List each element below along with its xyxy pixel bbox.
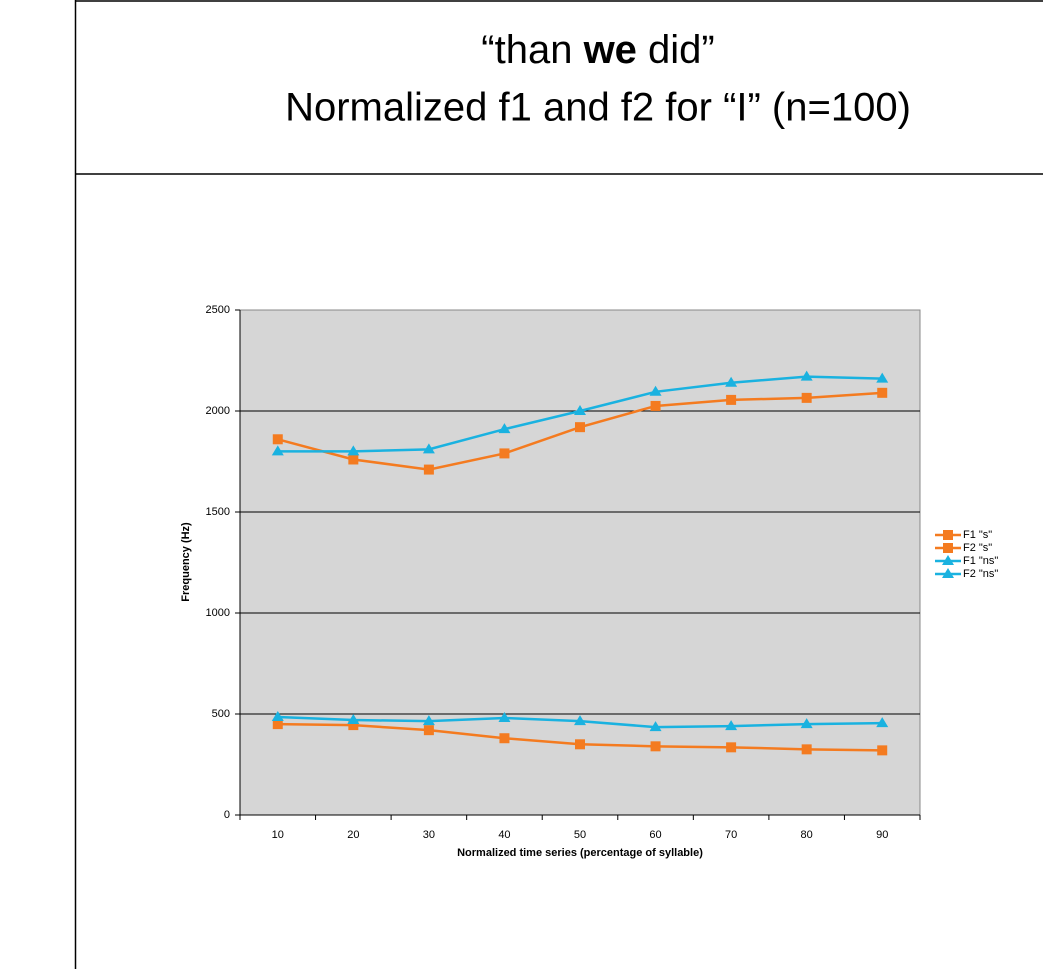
data-point: [726, 742, 737, 753]
legend-marker: [943, 530, 953, 540]
data-point: [272, 434, 283, 445]
data-point: [271, 711, 284, 722]
data-point: [271, 445, 284, 456]
data-point: [347, 445, 360, 456]
data-point: [650, 400, 661, 411]
data-point: [498, 423, 511, 434]
title-line-1: “than we did”: [481, 28, 714, 72]
data-point: [876, 717, 889, 728]
data-point: [272, 719, 283, 730]
data-point: [574, 715, 586, 726]
data-point: [801, 392, 812, 403]
data-point: [725, 720, 738, 731]
title-part: did”: [637, 28, 715, 72]
title-line-2: Normalized f1 and f2 for “I” (n=100): [285, 86, 911, 130]
y-tick-label: 2000: [206, 405, 230, 417]
data-point: [574, 405, 586, 415]
data-point: [726, 394, 737, 405]
y-tick-label: 500: [212, 708, 230, 720]
x-tick-label: 60: [649, 829, 661, 841]
data-point: [423, 464, 434, 475]
data-point: [422, 715, 435, 726]
data-point: [877, 745, 888, 756]
x-tick-label: 80: [801, 829, 813, 841]
plot-area: [239, 309, 921, 816]
legend-label: F1 "s": [963, 529, 992, 541]
data-point: [347, 714, 360, 725]
x-tick-label: 90: [876, 829, 888, 841]
x-tick-label: 70: [725, 829, 737, 841]
title-part: “than: [481, 28, 583, 72]
y-tick-label: 2500: [206, 304, 230, 316]
data-point: [498, 712, 511, 723]
y-tick-label: 1500: [206, 506, 230, 518]
legend-marker: [943, 543, 953, 553]
data-point: [422, 443, 435, 454]
legend-label: F1 "ns": [963, 555, 998, 567]
data-point: [649, 385, 662, 396]
data-point: [499, 733, 510, 744]
data-point: [575, 739, 585, 750]
legend-label: F2 "ns": [963, 568, 998, 580]
x-tick-label: 20: [347, 829, 359, 841]
legend-label: F2 "s": [963, 542, 992, 554]
x-tick-label: 30: [423, 829, 435, 841]
x-axis-label: Normalized time series (percentage of sy…: [457, 847, 703, 859]
data-point: [800, 718, 813, 729]
data-point: [650, 741, 661, 752]
y-tick-label: 1000: [206, 607, 230, 619]
data-point: [499, 448, 510, 459]
data-point: [575, 422, 585, 433]
data-point: [877, 387, 888, 398]
data-point: [800, 370, 813, 381]
y-axis-label: Frequency (Hz): [180, 522, 192, 602]
data-point: [649, 721, 662, 732]
y-tick-label: 0: [224, 809, 230, 821]
x-tick-label: 10: [272, 829, 284, 841]
legend-marker: [942, 568, 954, 578]
x-tick-label: 50: [574, 829, 586, 841]
data-point: [348, 454, 359, 465]
legend-marker: [942, 555, 954, 565]
data-point: [348, 720, 359, 731]
data-point: [876, 372, 889, 383]
data-point: [423, 725, 434, 736]
data-point: [801, 744, 812, 755]
title-part: we: [583, 28, 637, 72]
data-point: [725, 376, 738, 387]
x-tick-label: 40: [498, 829, 510, 841]
